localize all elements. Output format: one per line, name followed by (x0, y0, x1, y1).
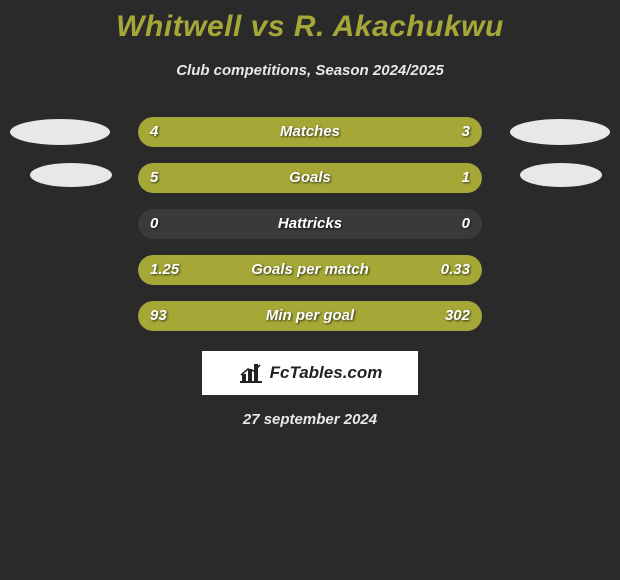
value-right: 302 (445, 301, 470, 331)
stat-track: 1.250.33Goals per match (138, 255, 482, 285)
brand-box: FcTables.com (202, 351, 418, 395)
stat-track: 93302Min per goal (138, 301, 482, 331)
stat-row: 93302Min per goal (0, 293, 620, 339)
stat-track: 0 0Hattricks (138, 209, 482, 239)
value-right: 3 (462, 117, 470, 147)
player-oval-right (520, 163, 602, 187)
value-left: 0 (150, 209, 158, 239)
bar-chart-icon (238, 362, 264, 384)
player-oval-left (30, 163, 112, 187)
value-left: 93 (150, 301, 167, 331)
player-oval-right (510, 119, 610, 145)
value-right: 1 (462, 163, 470, 193)
fill-right (334, 117, 482, 147)
page-title: Whitwell vs R. Akachukwu (0, 0, 620, 44)
stat-track: 51Goals (138, 163, 482, 193)
footer-date: 27 september 2024 (0, 411, 620, 428)
fill-left (138, 163, 406, 193)
fill-left (138, 301, 482, 331)
value-left: 5 (150, 163, 158, 193)
stat-row: 1.250.33Goals per match (0, 247, 620, 293)
stat-row: 51Goals (0, 155, 620, 201)
comparison-chart: 43Matches51Goals00Hattricks1.250.33Goals… (0, 109, 620, 339)
stat-track: 43Matches (138, 117, 482, 147)
value-right: 0.33 (441, 255, 470, 285)
stat-row: 0 0Hattricks (0, 201, 620, 247)
player-oval-left (10, 119, 110, 145)
value-left: 4 (150, 117, 158, 147)
value-left: 1.25 (150, 255, 179, 285)
fill-right (406, 163, 482, 193)
page-subtitle: Club competitions, Season 2024/2025 (0, 62, 620, 79)
brand-label: FcTables.com (270, 363, 383, 383)
value-right: 0 (462, 209, 470, 239)
metric-label: Hattricks (138, 209, 482, 239)
fill-left (138, 117, 334, 147)
stat-row: 43Matches (0, 109, 620, 155)
